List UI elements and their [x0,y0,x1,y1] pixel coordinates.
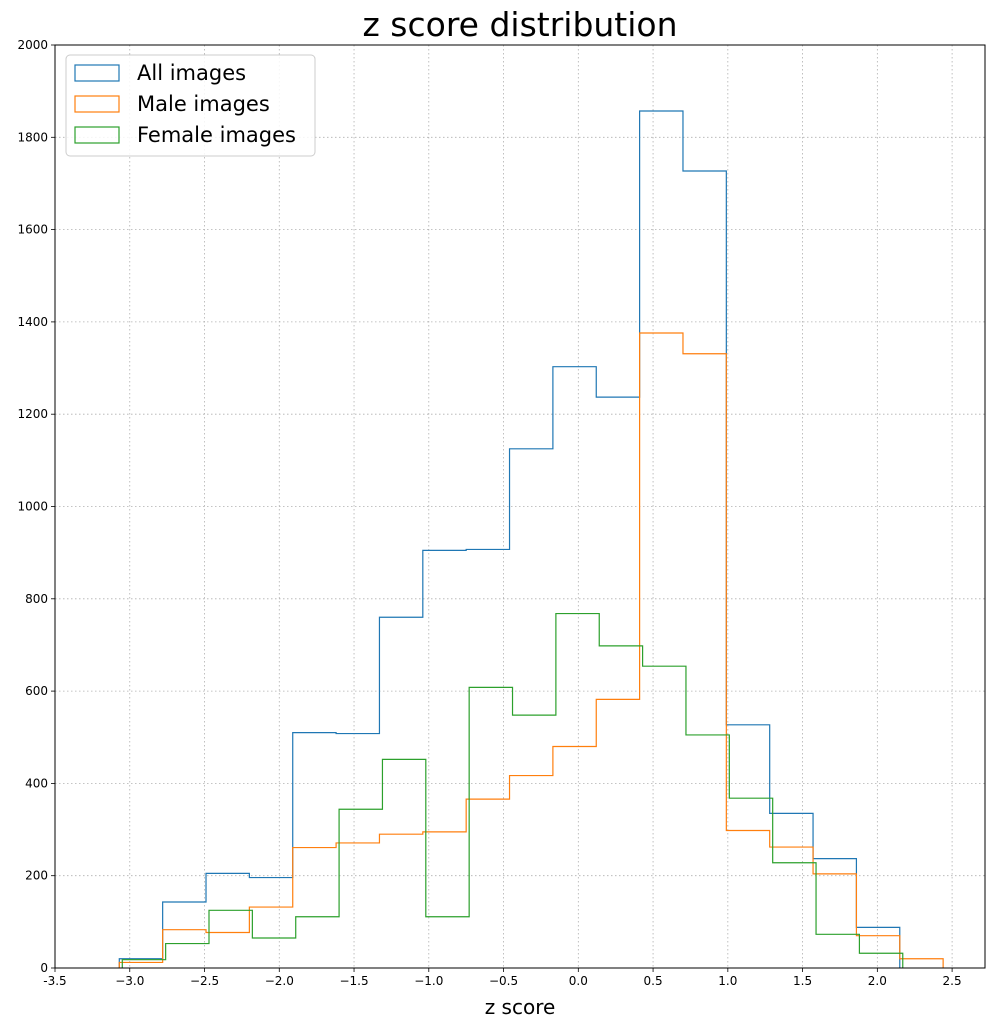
y-tick-label: 2000 [17,38,48,52]
y-tick-label: 1600 [17,223,48,237]
histogram-step-outline [121,612,904,968]
x-tick-label: −2.0 [265,974,294,988]
y-tick-label: 1000 [17,500,48,514]
legend-swatch [74,95,120,113]
x-tick-label: 2.0 [868,974,887,988]
series-female-images [121,612,904,968]
x-tick-label: −2.5 [190,974,219,988]
grid-lines [54,44,985,969]
legend: All images Male images Female images [65,54,316,157]
x-tick-label: 0.0 [569,974,588,988]
series-male-images [118,332,944,968]
x-tick-label: -3.5 [43,974,66,988]
x-axis-label: z score [485,995,556,1019]
x-tick-label: −0.5 [489,974,518,988]
y-tick-label: 600 [25,684,48,698]
legend-swatch [74,64,120,82]
x-axis: -3.5 −3.0 −2.5 −2.0 −1.5 −1.0 −0.5 0.0 0.5 1.0 1.5… [43,968,962,988]
y-axis: 0 200 400 600 800 1000 1200 1400 1600 1800 2000 [17,38,55,975]
legend-label: Male images [137,92,270,116]
y-tick-label: 1200 [17,407,48,421]
series-layer [118,110,944,968]
legend-swatch [74,126,120,144]
x-tick-label: 1.0 [718,974,737,988]
chart-title: z score distribution [362,5,677,44]
x-tick-label: 0.5 [644,974,663,988]
x-tick-label: 2.5 [943,974,962,988]
x-tick-label: 1.5 [793,974,812,988]
y-tick-label: 800 [25,592,48,606]
histogram-step-outline [118,332,944,968]
x-tick-label: −1.0 [414,974,443,988]
x-tick-label: −3.0 [115,974,144,988]
legend-label: Female images [137,123,296,147]
y-tick-label: 200 [25,869,48,883]
y-tick-label: 400 [25,776,48,790]
y-tick-label: 1400 [17,315,48,329]
y-tick-label: 0 [40,961,48,975]
y-tick-label: 1800 [17,130,48,144]
legend-box [65,54,316,157]
x-tick-label: −1.5 [339,974,368,988]
legend-label: All images [137,61,246,85]
